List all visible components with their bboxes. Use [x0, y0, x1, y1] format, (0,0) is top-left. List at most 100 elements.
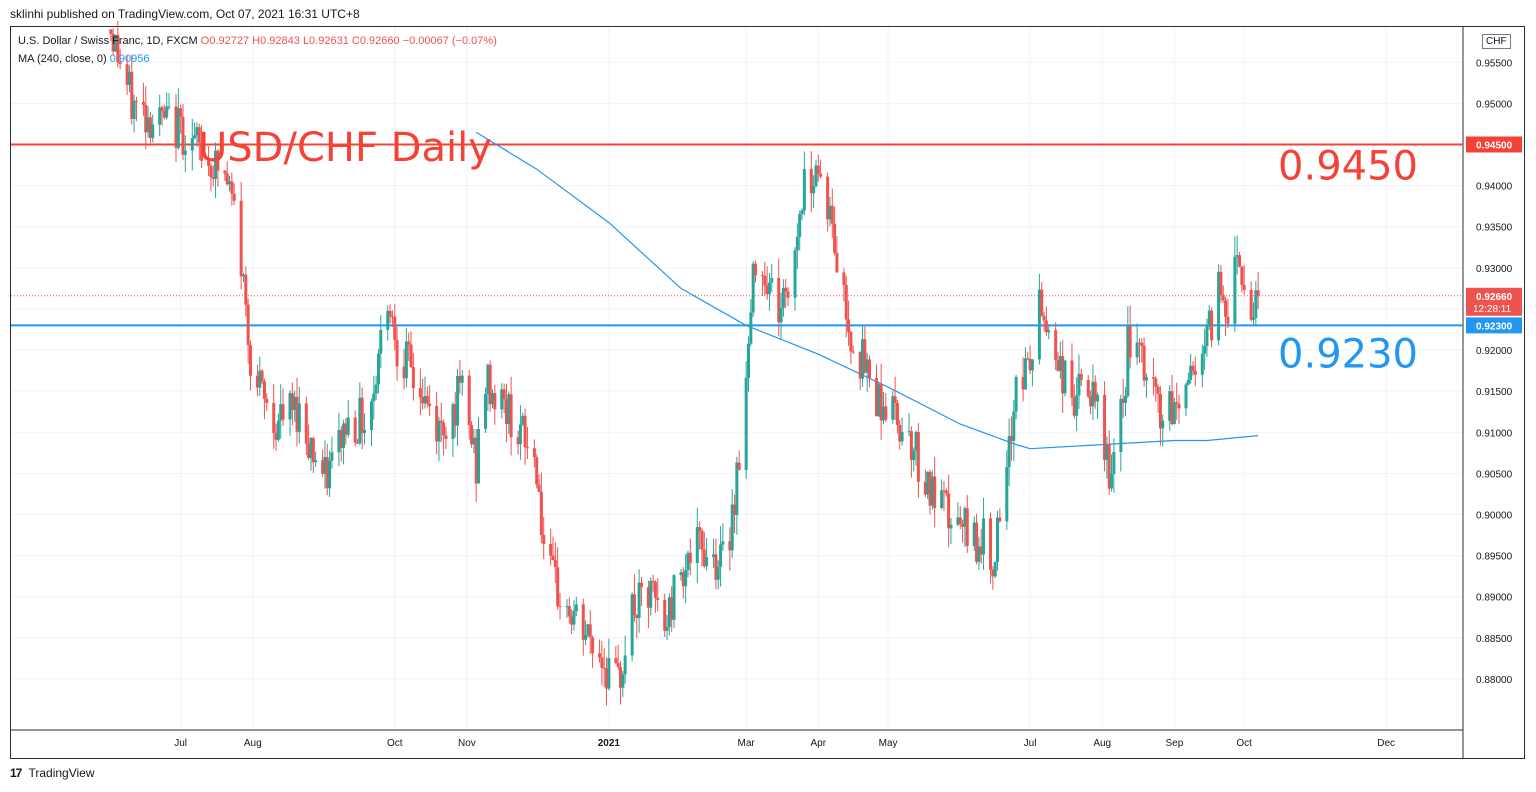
candle-body — [874, 378, 878, 417]
candle-body — [1249, 289, 1253, 320]
candle-body — [272, 402, 276, 434]
candle-body — [1009, 436, 1013, 441]
candle-body — [716, 566, 720, 580]
candle-body — [584, 634, 588, 640]
candle-body — [1072, 397, 1076, 416]
candle-body — [132, 100, 136, 119]
candle-body — [623, 655, 627, 675]
y-tick-label: 0.92000 — [1476, 346, 1513, 357]
candle-body — [314, 460, 318, 463]
candle-body — [842, 272, 846, 286]
candle-body — [863, 339, 867, 373]
candle-body — [1110, 474, 1114, 489]
candle-body — [826, 176, 830, 220]
candle-body — [200, 142, 204, 161]
candle-body — [428, 403, 432, 406]
candle-body — [439, 420, 443, 423]
candle-body — [679, 572, 683, 576]
y-tick-label: 0.88000 — [1476, 675, 1513, 686]
candle-body — [858, 351, 862, 379]
candle-body — [425, 395, 429, 404]
candle-body — [165, 106, 169, 118]
candle-body — [1144, 377, 1148, 381]
candle-body — [228, 181, 232, 185]
candle-body — [567, 606, 571, 617]
candle-body — [344, 423, 348, 435]
candle-body — [1012, 411, 1016, 441]
candle-body — [1256, 290, 1260, 296]
candle-body — [1233, 256, 1237, 324]
candle-body — [1119, 398, 1123, 452]
y-tick-label: 0.95500 — [1476, 58, 1513, 69]
candle-body — [390, 316, 394, 318]
candle-body — [912, 450, 916, 461]
candle-body — [1191, 365, 1195, 371]
candle-body — [1075, 395, 1079, 416]
candle-body — [649, 580, 653, 608]
candle-body — [670, 597, 674, 620]
candle-body — [197, 127, 201, 143]
candle-body — [877, 384, 881, 417]
candle-body — [1177, 403, 1181, 409]
candle-body — [537, 484, 541, 492]
candle-body — [437, 420, 441, 442]
candle-body — [1142, 345, 1146, 381]
candle-body — [444, 435, 448, 439]
ma-label: MA (240, close, 0) — [18, 53, 107, 65]
candle-body — [795, 236, 799, 251]
candle-body — [786, 291, 790, 298]
axis-labels: 0.9450 0.94500 0.9230 0.92300 0.9266012:28:1… — [1278, 136, 1522, 377]
last-price-label: 0.92660 — [1476, 292, 1513, 303]
candle-body — [574, 604, 578, 612]
y-tick-label: 0.93000 — [1476, 264, 1513, 275]
candle-body — [926, 471, 930, 495]
candle-body — [246, 304, 250, 345]
candle-body — [907, 431, 911, 433]
candle-body — [542, 534, 546, 544]
candle-body — [558, 606, 562, 608]
candle-body — [460, 375, 464, 383]
candle-body — [1056, 359, 1060, 371]
candle-body — [144, 104, 148, 133]
candle-body — [486, 364, 490, 394]
candle-body — [1172, 402, 1176, 425]
x-tick-label: Mar — [738, 738, 756, 749]
candle-body — [663, 600, 667, 631]
candle-body — [1096, 394, 1100, 402]
candle-body — [411, 367, 415, 389]
candle-body — [1103, 394, 1107, 461]
candle-body — [225, 173, 229, 185]
x-tick-label: May — [879, 738, 898, 749]
candle-body — [407, 341, 411, 345]
candle-body — [1070, 360, 1074, 398]
candle-body — [290, 393, 294, 411]
candle-body — [470, 425, 474, 445]
candle-body — [393, 316, 397, 341]
candle-body — [607, 657, 611, 689]
candle-body — [861, 339, 865, 379]
candle-body — [504, 399, 508, 425]
candle-body — [509, 394, 513, 438]
candle-body — [814, 165, 818, 187]
candle-body — [1128, 325, 1132, 358]
candle-body — [311, 438, 315, 463]
candle-body — [214, 150, 218, 179]
candle-body — [435, 405, 439, 442]
candle-body — [847, 319, 851, 332]
candle-body — [714, 554, 718, 580]
publish-line: sklinhi published on TradingView.com, Oc… — [10, 7, 360, 21]
tradingview-logo-icon: 17 — [10, 766, 22, 780]
currency-badge[interactable]: CHF — [1482, 34, 1511, 49]
x-tick-label: Nov — [458, 738, 476, 749]
candle-body — [635, 615, 639, 618]
candle-body — [493, 393, 497, 410]
candle-body — [965, 508, 969, 546]
candle-body — [556, 567, 560, 607]
candle-body — [944, 490, 948, 494]
candle-body — [763, 275, 767, 286]
candle-body — [812, 186, 816, 194]
candle-body — [293, 396, 297, 411]
candle-body — [1151, 377, 1155, 379]
candle-body — [160, 107, 164, 112]
candle-body — [369, 401, 373, 430]
